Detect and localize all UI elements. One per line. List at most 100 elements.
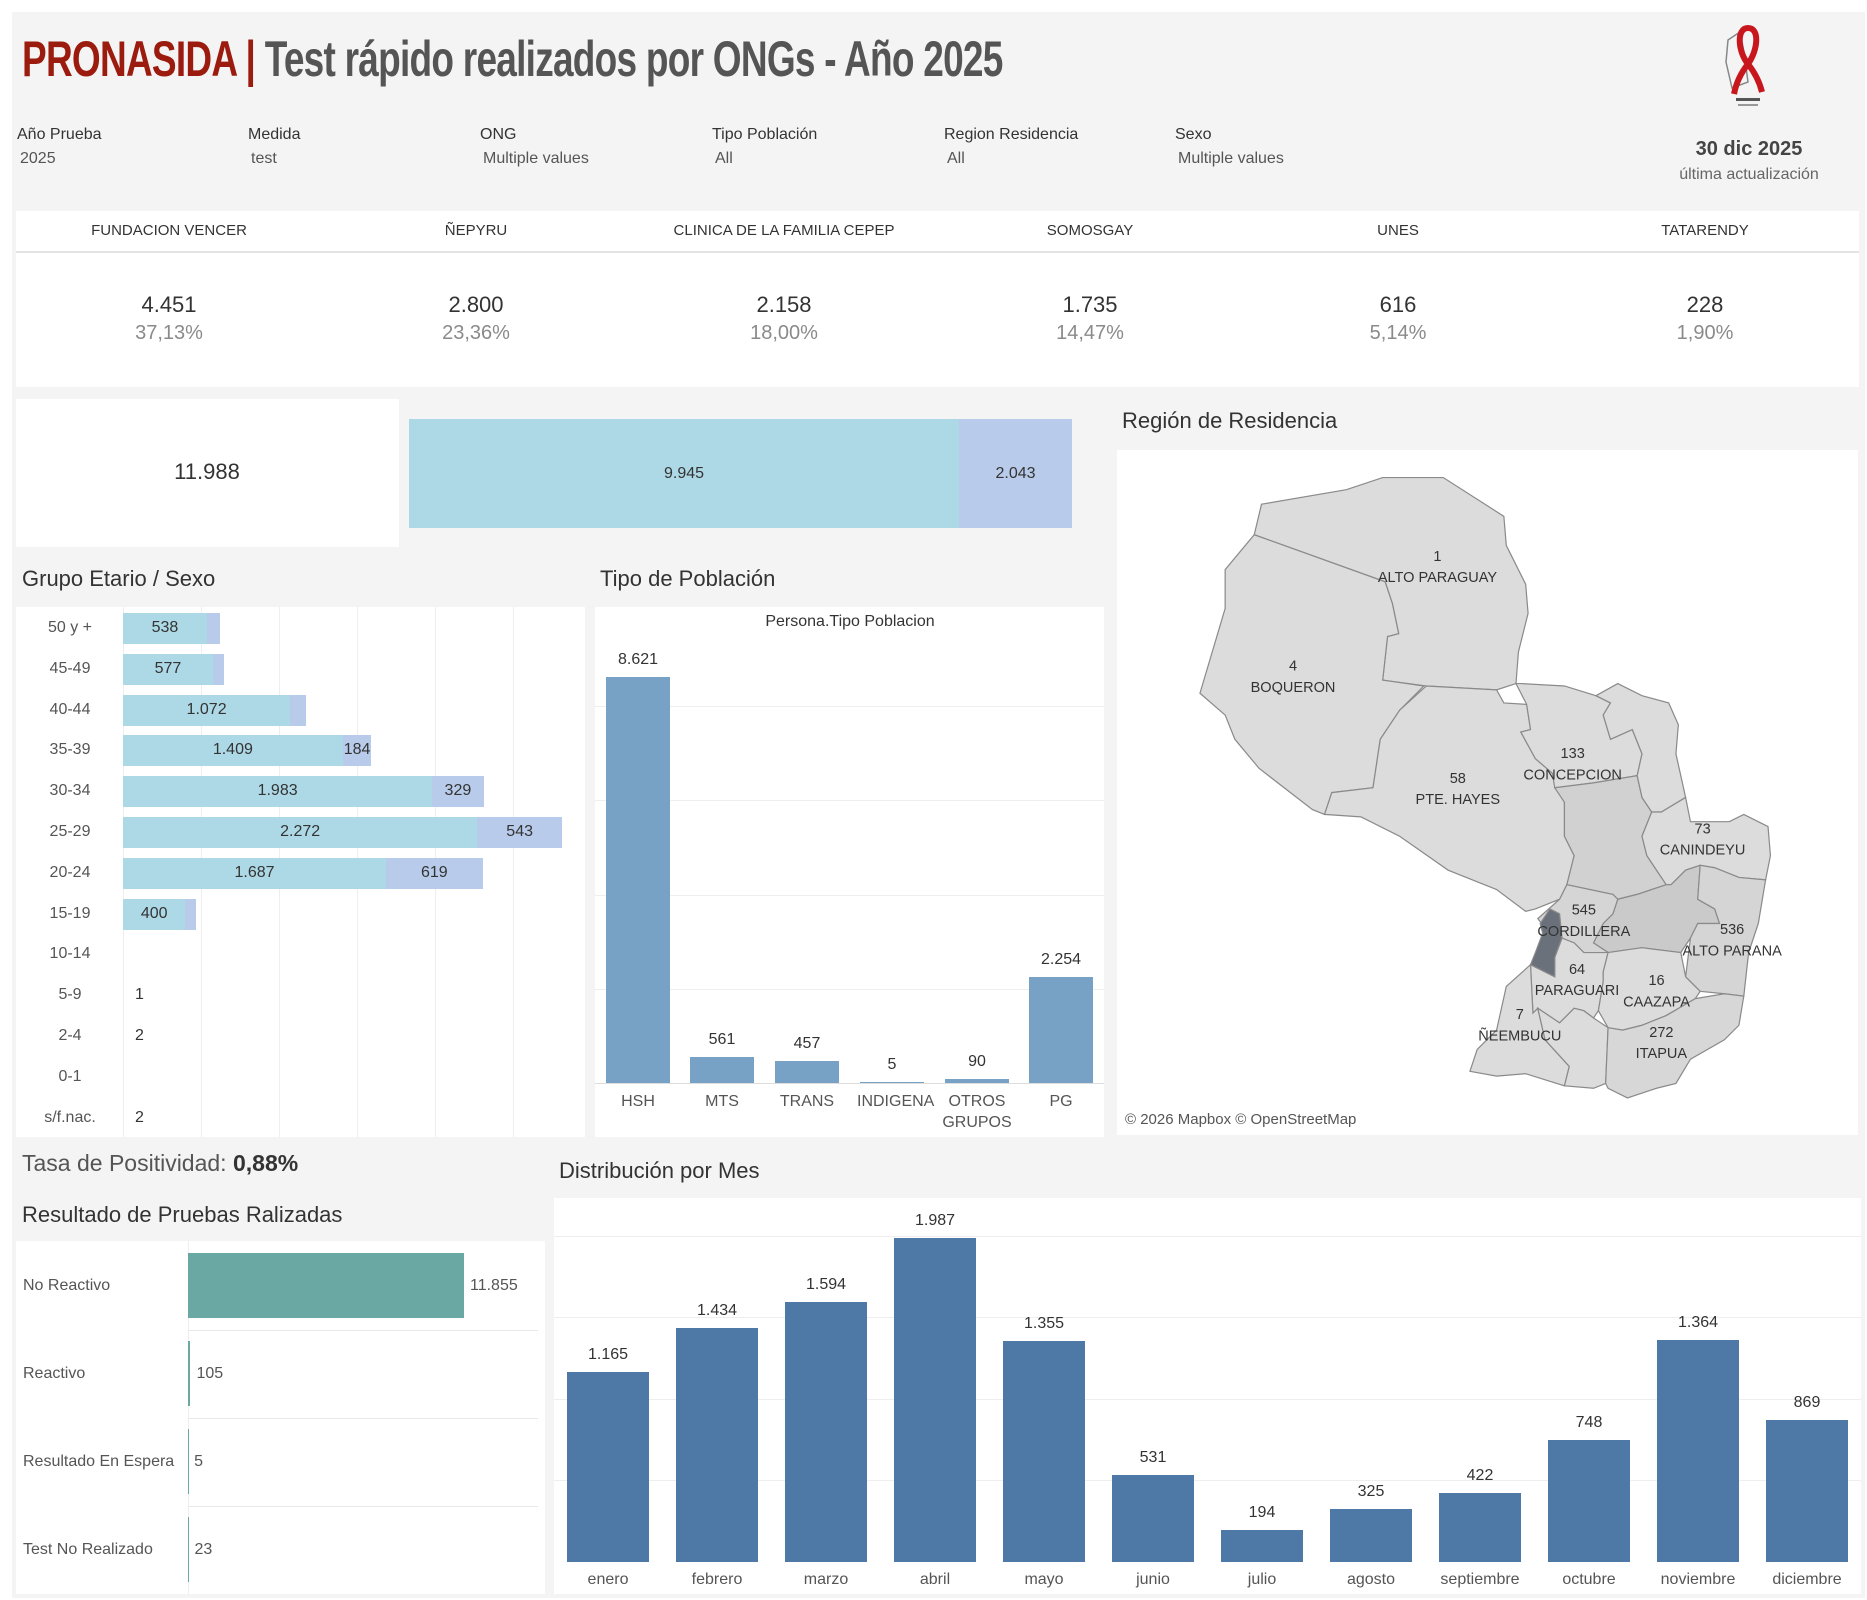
month-bar[interactable] (1003, 1341, 1085, 1562)
region-value-label: 1 (1433, 549, 1441, 565)
update-label: última actualización (1679, 166, 1819, 183)
ong-value: 4.451 (141, 292, 197, 317)
split-segment[interactable]: 2.043 (959, 419, 1072, 528)
result-bar[interactable] (188, 1253, 464, 1318)
ong-name: FUNDACION VENCER (91, 222, 247, 239)
month-bar[interactable] (1766, 1420, 1848, 1562)
month-bar[interactable] (676, 1328, 758, 1562)
axis-line (188, 1241, 189, 1594)
age-bar-label: 329 (444, 782, 472, 800)
age-group-label: s/f.nac. (44, 1108, 96, 1126)
region-name-label: CANINDEYU (1660, 843, 1746, 859)
region-name-label: ALTO PARAGUAY (1378, 570, 1498, 586)
age-bar-label: 400 (140, 904, 168, 922)
month-bar-label: 194 (1248, 1504, 1276, 1522)
monthly-chart: 1.165 enero 1.434 febrero 1.594 marzo 1.987 abr… (554, 1198, 1861, 1594)
age-group-label: 5-9 (58, 986, 82, 1004)
region-itapua[interactable] (1605, 993, 1745, 1099)
filter-value[interactable]: All (947, 150, 965, 167)
age-group-label: 50 y + (47, 619, 93, 636)
month-bar-label: 869 (1793, 1394, 1821, 1412)
age-bar-label: 1.409 (212, 741, 253, 759)
filter-value[interactable]: All (715, 150, 733, 167)
month-bar-label: 1.364 (1677, 1313, 1719, 1331)
region-map-svg[interactable]: 1 ALTO PARAGUAY 4 BOQUERON 58 PTE. HAYES 133 CO… (1100, 400, 1867, 1160)
filter-value[interactable]: Multiple values (483, 150, 589, 167)
ong-value: 2.800 (448, 292, 504, 317)
map-attribution[interactable]: © 2026 Mapbox © OpenStreetMap (1123, 1110, 1359, 1129)
title-text: Test rápido realizados por ONGs - Año 20… (264, 31, 1004, 87)
ong-value: 2.158 (756, 292, 812, 317)
ong-percent: 37,13% (135, 322, 203, 344)
filter-value[interactable]: 2025 (20, 150, 56, 167)
population-category: PG (1049, 1093, 1073, 1110)
region-value-label: 58 (1450, 771, 1466, 787)
region-central[interactable] (1529, 908, 1563, 978)
population-bar[interactable] (775, 1061, 839, 1083)
age-bar-primary[interactable] (123, 857, 387, 889)
month-bar[interactable] (785, 1302, 867, 1562)
age-bar-secondary[interactable] (342, 735, 372, 767)
month-label: septiembre (1440, 1571, 1520, 1588)
gridline (595, 988, 1104, 990)
age-group-label: 2-4 (58, 1027, 82, 1044)
month-bar[interactable] (1330, 1509, 1412, 1562)
month-label: mayo (1024, 1571, 1064, 1588)
filter-value[interactable]: test (251, 150, 277, 167)
region-value-label: 4 (1289, 658, 1297, 674)
ong-percent: 5,14% (1369, 322, 1427, 344)
split-segment-label: 9.945 (663, 464, 705, 482)
age-bar-secondary[interactable] (212, 653, 224, 685)
population-bar[interactable] (606, 677, 670, 1083)
month-label: octubre (1562, 1571, 1616, 1588)
results-title: Resultado de Pruebas Ralizadas (22, 1202, 343, 1227)
pronasida-logo-icon (1725, 25, 1765, 106)
age-bar-secondary[interactable] (206, 613, 221, 644)
month-bar[interactable] (1112, 1475, 1194, 1562)
age-bar-primary[interactable] (123, 776, 433, 808)
population-bar[interactable] (690, 1056, 754, 1083)
age-bar-primary[interactable] (123, 653, 213, 685)
result-bar[interactable] (188, 1517, 189, 1582)
result-bar[interactable] (188, 1341, 191, 1406)
month-bar[interactable] (1657, 1339, 1739, 1562)
age-group-label: 40-44 (49, 700, 91, 718)
age-bar-primary[interactable] (123, 613, 207, 644)
ong-value: 1.735 (1062, 292, 1118, 317)
population-bar[interactable] (945, 1078, 1009, 1083)
age-bar-secondary[interactable] (185, 898, 197, 930)
region-value-label: 64 (1569, 962, 1585, 978)
ong-name: TATARENDY (1661, 222, 1749, 239)
age-bar-secondary[interactable] (290, 694, 306, 726)
month-bar[interactable] (567, 1372, 649, 1562)
month-label: noviembre (1660, 1571, 1736, 1588)
age-bar-primary[interactable] (123, 817, 478, 848)
population-bar-label: 2.254 (1040, 950, 1082, 968)
age-bar-primary[interactable] (123, 694, 291, 726)
result-category: Resultado En Espera (23, 1453, 175, 1470)
age-bar-secondary[interactable] (477, 817, 562, 848)
split-segment[interactable]: 9.945 (409, 419, 959, 528)
age-bar-secondary[interactable] (386, 857, 483, 889)
brand-name: PRONASIDA (22, 31, 237, 87)
page-title: PRONASIDA | Test rápido realizados por O… (22, 30, 1003, 88)
title-separator: | (245, 31, 256, 87)
month-bar[interactable] (1221, 1530, 1303, 1562)
population-category: INDIGENA (857, 1093, 935, 1110)
region-alto-parana[interactable] (1684, 864, 1767, 997)
month-bar[interactable] (1548, 1440, 1630, 1562)
region-name-label: CAAZAPA (1623, 994, 1690, 1010)
gridline (595, 894, 1104, 896)
month-bar[interactable] (1439, 1493, 1521, 1562)
age-bar-primary[interactable] (123, 898, 186, 930)
filter-label: Sexo (1175, 126, 1212, 143)
population-bar[interactable] (1029, 976, 1093, 1083)
age-bar-secondary[interactable] (432, 776, 484, 808)
month-bar[interactable] (894, 1238, 976, 1562)
month-bar-label: 1.434 (696, 1302, 738, 1320)
axis-line (595, 1083, 1104, 1084)
age-bar-primary[interactable] (123, 735, 343, 767)
population-bar[interactable] (860, 1082, 924, 1083)
filter-value[interactable]: Multiple values (1178, 150, 1284, 167)
age-bar-label: 1.983 (257, 782, 298, 800)
